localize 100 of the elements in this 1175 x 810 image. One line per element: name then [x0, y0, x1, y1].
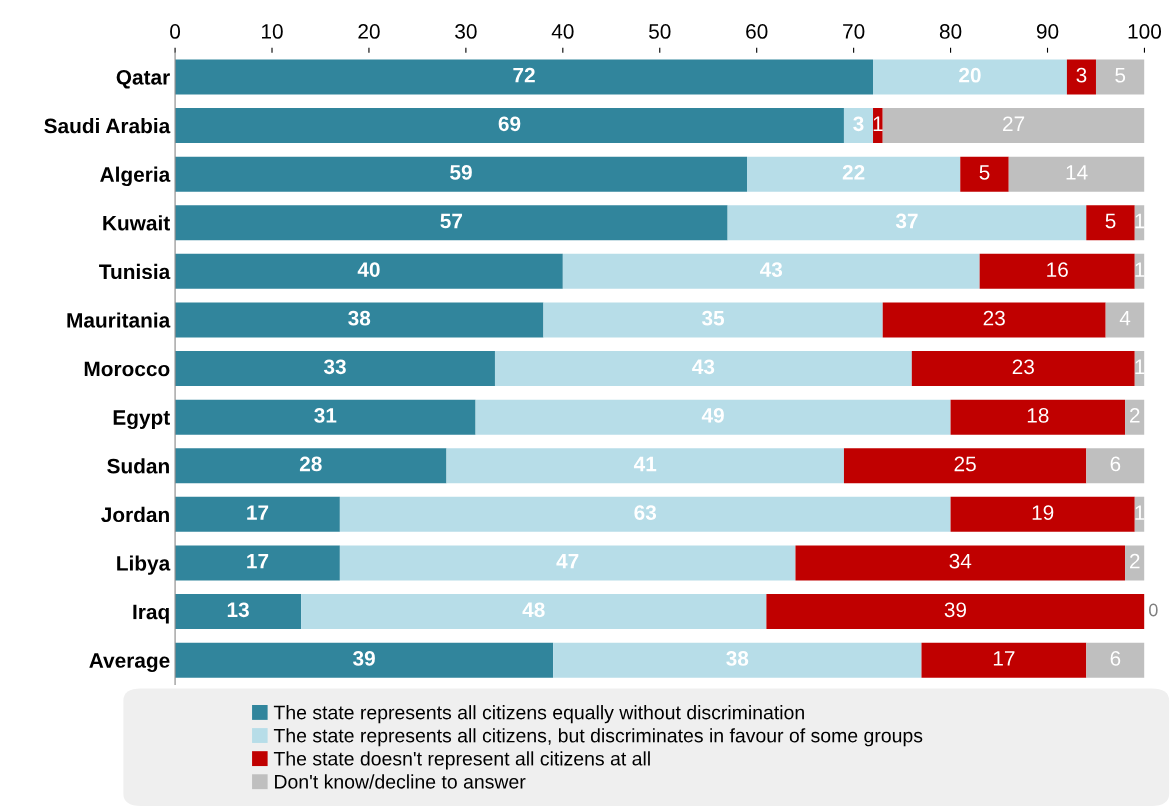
bar — [339, 496, 951, 532]
y-tick-label: Sudan — [107, 458, 169, 474]
data-label: 2 — [1130, 407, 1140, 423]
data-label: 1 — [1135, 359, 1145, 374]
data-label: 38 — [348, 310, 371, 326]
x-tick-label: 20 — [358, 24, 380, 39]
bar — [960, 156, 1009, 192]
data-label: 47 — [556, 554, 579, 569]
legend-label: The state doesn't represent all citizens at all — [273, 751, 650, 770]
data-label: 40 — [357, 262, 380, 277]
y-tick-label: Mauritania — [67, 312, 171, 328]
data-label: 14 — [1066, 165, 1088, 180]
bar — [843, 448, 1087, 484]
y-tick-label: Iraq — [133, 604, 169, 624]
bar — [1105, 302, 1145, 338]
y-tick-label: Kuwait — [103, 215, 170, 231]
legend-label: The state represents all citizens, but discriminates in favour of some groups — [273, 728, 923, 747]
data-label: 17 — [247, 554, 269, 569]
data-label: 1 — [873, 116, 883, 131]
x-tick-label: 10 — [262, 24, 283, 39]
y-tick-label: Tunisia — [99, 263, 171, 280]
data-label: 6 — [1110, 650, 1121, 666]
bar — [882, 108, 1145, 144]
data-label: 34 — [949, 553, 972, 569]
data-label: 3 — [1076, 67, 1087, 83]
bar — [562, 253, 980, 289]
bar — [795, 545, 1126, 581]
data-label: 39 — [944, 602, 967, 618]
data-label: 1 — [1135, 262, 1145, 277]
data-label: 0 — [1149, 603, 1158, 617]
bar — [950, 399, 1126, 435]
data-label: 38 — [726, 650, 749, 666]
data-label: 31 — [314, 407, 337, 423]
y-tick-label: Algeria — [100, 166, 171, 187]
y-tick-label: Saudi Arabia — [44, 118, 171, 134]
bar — [1086, 205, 1135, 241]
bar — [921, 642, 1087, 678]
data-label: 48 — [522, 602, 545, 618]
bar — [1125, 545, 1145, 581]
bar — [175, 496, 340, 532]
data-label: 43 — [692, 359, 715, 375]
data-label: 28 — [299, 456, 322, 472]
bar — [766, 594, 1145, 630]
bar — [175, 642, 554, 678]
bar — [843, 108, 874, 144]
data-label: 19 — [1032, 505, 1054, 520]
bar — [1008, 156, 1145, 192]
bar — [446, 448, 844, 484]
bar — [543, 302, 883, 338]
bar — [175, 448, 447, 484]
data-label: 5 — [1105, 213, 1116, 229]
data-label: 59 — [450, 164, 472, 180]
bar — [175, 399, 476, 435]
bar — [747, 156, 961, 192]
data-label: 37 — [895, 213, 918, 229]
x-tick-label: 70 — [843, 24, 865, 39]
data-label: 23 — [983, 310, 1005, 326]
bar — [1066, 59, 1096, 95]
bar — [475, 399, 951, 435]
y-tick-label: Morocco — [84, 361, 170, 377]
bar — [882, 302, 1106, 338]
x-tick-label: 50 — [649, 24, 671, 39]
bar — [301, 594, 767, 630]
x-tick-label: 40 — [551, 24, 574, 39]
bar — [873, 59, 1067, 95]
data-label: 17 — [993, 651, 1015, 666]
bar — [175, 302, 544, 338]
y-tick-label: Qatar — [116, 69, 170, 89]
x-tick-label: 100 — [1128, 24, 1162, 39]
data-label: 4 — [1119, 311, 1131, 326]
legend-label: The state represents all citizens equally without discrimination — [273, 705, 804, 724]
data-label: 27 — [1003, 116, 1025, 131]
bar — [175, 59, 874, 95]
data-label: 17 — [247, 505, 269, 520]
data-label: 2 — [1130, 553, 1140, 569]
x-tick-label: 90 — [1036, 24, 1059, 39]
data-label: 16 — [1047, 262, 1068, 277]
y-tick-label: Libya — [117, 555, 171, 575]
y-tick-label: Average — [89, 653, 170, 673]
data-label: 39 — [353, 650, 375, 666]
bar — [1086, 642, 1145, 678]
bar — [1095, 59, 1145, 95]
bar — [175, 594, 302, 630]
data-label: 1 — [1135, 505, 1145, 520]
data-label: 63 — [634, 505, 657, 520]
data-label: 35 — [701, 310, 725, 326]
bar — [979, 253, 1135, 289]
bar — [175, 205, 728, 241]
x-tick-label: 0 — [170, 24, 181, 39]
bar — [494, 351, 912, 387]
data-label: 33 — [323, 359, 346, 375]
bar — [911, 351, 1135, 387]
data-label: 5 — [979, 165, 990, 180]
data-label: 25 — [954, 456, 976, 472]
data-label: 57 — [440, 213, 463, 229]
bar — [727, 205, 1087, 241]
y-tick-label: Jordan — [101, 506, 169, 523]
bar — [175, 108, 844, 144]
bar — [339, 545, 796, 581]
bar — [553, 642, 922, 678]
